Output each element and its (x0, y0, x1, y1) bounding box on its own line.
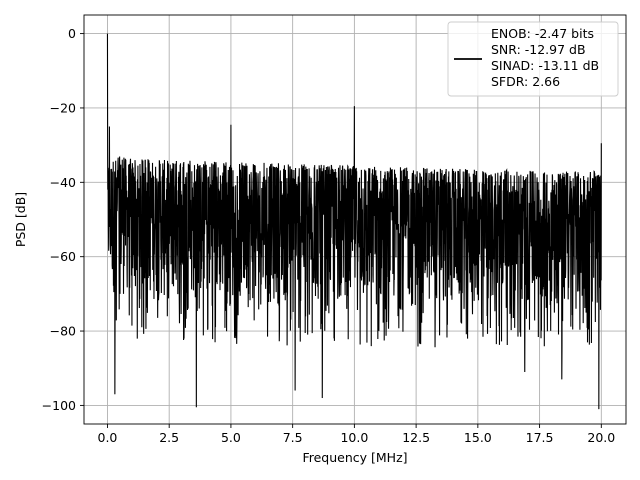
legend-enob: ENOB: -2.47 bits (491, 26, 594, 41)
legend-sinad: SINAD: -13.11 dB (491, 58, 599, 73)
x-tick-label: 12.5 (402, 430, 430, 445)
x-tick-label: 2.5 (159, 430, 179, 445)
x-axis: 0.0 2.5 5.0 7.5 10.0 12.5 15.0 17.5 20.0 (98, 424, 615, 445)
y-tick-label: −60 (50, 249, 76, 264)
x-axis-label: Frequency [MHz] (302, 450, 407, 465)
legend-snr: SNR: -12.97 dB (491, 42, 586, 57)
x-tick-label: 10.0 (340, 430, 368, 445)
y-tick-label: 0 (68, 26, 76, 41)
y-tick-label: −20 (50, 100, 76, 115)
legend-sfdr: SFDR: 2.66 (491, 74, 560, 89)
y-axis: 0 −20 −40 −60 −80 −100 (42, 26, 84, 413)
x-tick-label: 17.5 (526, 430, 554, 445)
plot-frame (83, 14, 627, 425)
legend-box (447, 21, 619, 97)
x-tick-label: 7.5 (283, 430, 303, 445)
y-tick-label: −100 (42, 398, 76, 413)
x-tick-label: 0.0 (98, 430, 118, 445)
y-tick-label: −80 (50, 324, 76, 339)
legend: ENOB: -2.47 bits SNR: -12.97 dB SINAD: -… (447, 21, 619, 97)
x-tick-label: 15.0 (464, 430, 492, 445)
psd-series (106, 33, 602, 410)
x-tick-label: 20.0 (587, 430, 615, 445)
x-tick-label: 5.0 (221, 430, 241, 445)
y-tick-label: −40 (50, 175, 76, 190)
y-axis-label: PSD [dB] (13, 192, 28, 247)
